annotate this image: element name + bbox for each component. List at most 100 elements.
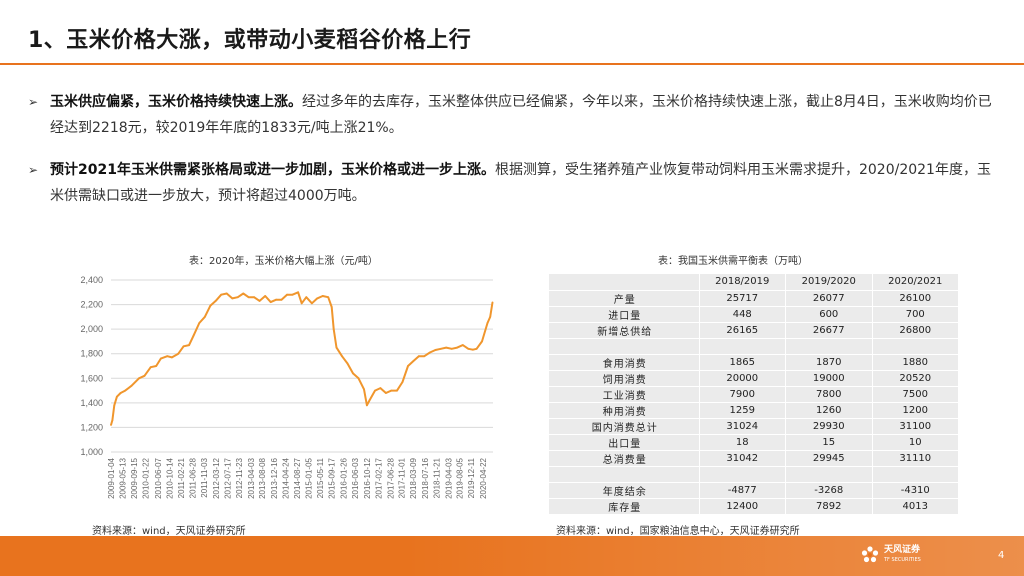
price-data-point	[417, 355, 420, 358]
table-row	[549, 466, 959, 483]
price-data-point	[198, 322, 201, 324]
x-tick-label: 2011-06-28	[189, 457, 198, 498]
price-data-point	[203, 316, 206, 318]
price-data-point	[434, 349, 437, 351]
price-data-point	[130, 384, 133, 387]
table-row-label: 国内消费总计	[549, 418, 700, 435]
x-tick-label: 2017-02-17	[374, 457, 383, 498]
x-tick-label: 2014-08-27	[293, 457, 302, 498]
table-cell: 29945	[785, 450, 873, 467]
x-tick-label: 2014-04-24	[282, 457, 291, 498]
price-data-point	[467, 347, 470, 350]
x-tick-label: 2010-06-07	[154, 457, 163, 498]
y-tick-label: 1,800	[80, 349, 103, 359]
x-tick-label: 2012-03-12	[212, 457, 221, 498]
table-cell: 7892	[785, 498, 873, 515]
table-row: 新增总供给 26165 26677 26800	[549, 322, 959, 339]
price-data-point	[385, 392, 387, 394]
bullet-arrow-icon: ➢	[28, 95, 39, 109]
x-tick-label: 2011-02-21	[177, 457, 186, 498]
price-data-point	[311, 302, 313, 305]
table-cell	[785, 466, 873, 483]
price-data-point	[236, 296, 239, 299]
x-tick-label: 2018-11-21	[432, 457, 441, 498]
price-data-point	[297, 291, 299, 294]
table-row: 出口量 18 15 10	[549, 434, 959, 451]
bullet-2-text: 预计2021年玉米供需紧张格局或进一步加剧，玉米价格或进一步上涨。根据测算，受生…	[28, 157, 1003, 209]
x-tick-label: 2013-12-16	[270, 457, 279, 498]
table-row: 总消费量 31042 29945 31110	[549, 450, 959, 467]
price-data-point	[330, 306, 333, 308]
table-row-label: 进口量	[549, 306, 700, 323]
price-data-point	[461, 344, 464, 346]
table-cell: 1200	[872, 402, 959, 419]
table-cell: 31110	[872, 450, 959, 467]
price-data-point	[231, 297, 234, 300]
table-row: 食用消费 1865 1870 1880	[549, 354, 959, 371]
x-tick-label: 2018-03-09	[409, 457, 418, 498]
x-tick-label: 2009-01-04	[107, 457, 116, 498]
title-divider	[0, 63, 1024, 65]
table-cell: 1865	[699, 354, 786, 371]
page-title: 1、玉米价格大涨，或带动小麦稻谷价格上行	[28, 28, 472, 53]
bullet-2: ➢ 预计2021年玉米供需紧张格局或进一步加剧，玉米价格或进一步上涨。根据测算，…	[28, 157, 1003, 209]
table-cell: -4877	[699, 482, 786, 499]
x-tick-label: 2010-01-22	[142, 457, 151, 498]
table-cell	[872, 466, 959, 483]
price-data-point	[316, 297, 319, 300]
table-row	[549, 338, 959, 355]
table-cell: 7900	[699, 386, 786, 403]
price-data-point	[124, 389, 127, 392]
table-source: 资料来源：wind，国家粮油信息中心，天风证券研究所	[556, 526, 800, 537]
price-data-point	[332, 328, 335, 330]
price-data-point	[209, 304, 212, 307]
table-row-label: 饲用消费	[549, 370, 700, 387]
table-cell: 700	[872, 306, 959, 323]
price-data-point	[346, 362, 349, 365]
table-cell: 19000	[785, 370, 873, 387]
price-data-point	[258, 300, 261, 302]
price-data-point	[472, 348, 474, 351]
x-tick-label: 2009-05-13	[119, 457, 128, 498]
table-cell: 1870	[785, 354, 873, 371]
x-tick-label: 2012-11-23	[235, 457, 244, 498]
table-cell	[699, 338, 786, 355]
y-tick-label: 1,600	[80, 373, 103, 383]
price-data-point	[286, 293, 288, 296]
bullet-1-text: 玉米供应偏紧，玉米价格持续快速上涨。经过多年的去库存，玉米整体供应已经偏紧，今年…	[28, 89, 1003, 141]
price-data-point	[305, 296, 308, 299]
price-data-point	[481, 340, 483, 343]
price-data-point	[363, 388, 365, 391]
x-tick-label: 2016-06-03	[351, 457, 360, 498]
x-tick-label: 2019-12-11	[467, 457, 476, 498]
price-data-point	[171, 356, 173, 359]
price-data-point	[253, 296, 256, 299]
table-cell	[872, 338, 959, 355]
price-data-point	[291, 293, 294, 296]
price-data-point	[149, 366, 152, 369]
price-data-point	[456, 346, 459, 349]
price-data-point	[401, 381, 404, 383]
page-number: 4	[998, 550, 1005, 561]
table-row-label: 工业消费	[549, 386, 700, 403]
bullet-arrow-icon: ➢	[28, 163, 39, 177]
price-data-point	[440, 347, 442, 350]
footer-band	[0, 536, 1024, 576]
table-row: 工业消费 7900 7800 7500	[549, 386, 959, 403]
price-data-point	[423, 355, 426, 358]
table-row-label: 新增总供给	[549, 322, 700, 339]
y-tick-label: 2,400	[80, 275, 103, 285]
table-cell: 600	[785, 306, 873, 323]
table-header-cell	[549, 274, 700, 291]
y-tick-label: 1,200	[80, 422, 103, 432]
company-logo: 天风证券 TF SECURITIES	[860, 543, 921, 567]
price-data-point	[300, 302, 303, 305]
price-data-point	[374, 389, 376, 392]
price-chart-svg: 1,000 1,200 1,400 1,600 1,800 2,000 2,200 2,400…	[80, 275, 494, 499]
bullet-1-bold: 玉米供应偏紧，玉米价格持续快速上涨。	[50, 94, 302, 110]
x-tick-label: 2015-01-05	[305, 457, 314, 498]
table-header-row: 2018/2019 2019/2020 2020/2021	[549, 274, 959, 291]
price-series-line	[110, 291, 494, 426]
price-data-point	[475, 347, 478, 350]
price-data-point	[327, 296, 330, 299]
